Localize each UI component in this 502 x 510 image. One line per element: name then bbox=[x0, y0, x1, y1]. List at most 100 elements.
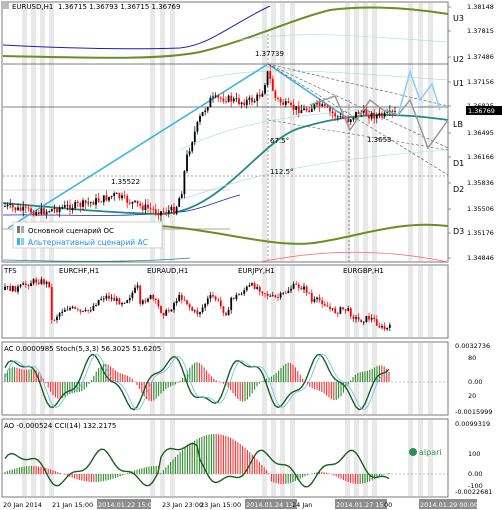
session-stripe bbox=[418, 420, 423, 496]
session-stripe bbox=[160, 420, 165, 496]
candle-body bbox=[19, 207, 22, 211]
candle-body bbox=[37, 211, 40, 215]
tfs-body bbox=[173, 303, 175, 310]
tfs-body bbox=[118, 298, 121, 305]
candle-body bbox=[180, 194, 183, 199]
tfs-body bbox=[35, 279, 38, 283]
candle-body bbox=[157, 213, 160, 216]
session-stripe bbox=[22, 266, 27, 337]
candle-body bbox=[188, 151, 191, 155]
tfs-label: TFS bbox=[3, 267, 17, 275]
fan-line bbox=[267, 63, 449, 107]
candle-body bbox=[165, 211, 168, 214]
tfs-body bbox=[79, 309, 82, 312]
legend-alt-swatch bbox=[17, 238, 20, 245]
tfs-sub-title-2: EURAUD,H1 bbox=[147, 267, 188, 275]
tfs-body bbox=[178, 294, 181, 302]
candle-body bbox=[74, 201, 77, 209]
session-stripe bbox=[354, 3, 359, 261]
candle-body bbox=[123, 195, 126, 197]
tfs-body bbox=[11, 286, 14, 292]
ao-session-stripes bbox=[22, 420, 433, 496]
candle-body bbox=[45, 211, 48, 215]
tfs-body bbox=[58, 313, 61, 317]
level-d2: D2 bbox=[453, 185, 464, 194]
symbol-header: EURUSD,H1 bbox=[12, 3, 53, 11]
candle-body bbox=[141, 205, 144, 211]
candle-body bbox=[147, 204, 149, 209]
tfs-sub-title-4: EURGBP,H1 bbox=[343, 267, 384, 275]
tfs-body bbox=[313, 299, 316, 302]
candle-body bbox=[271, 78, 274, 91]
candle-body bbox=[76, 201, 79, 204]
symbol-icon bbox=[1, 1, 9, 9]
candle-body bbox=[352, 117, 355, 120]
ao-tick-label: -0.0022681 bbox=[455, 488, 493, 496]
session-stripe bbox=[280, 266, 285, 337]
time-label-highlight bbox=[419, 499, 477, 509]
candle-body bbox=[193, 131, 196, 143]
candle-body bbox=[100, 201, 103, 203]
candle-body bbox=[40, 208, 43, 215]
time-label: 00 bbox=[384, 501, 392, 509]
candle-body bbox=[22, 206, 25, 211]
candle-body bbox=[84, 200, 87, 204]
price-tick-label: 1.35836 bbox=[467, 179, 494, 187]
alt-scenario-path bbox=[397, 69, 441, 116]
price-axis[interactable]: 1.381481.378151.374861.371561.368251.364… bbox=[448, 3, 494, 262]
tfs-body bbox=[30, 283, 32, 287]
session-stripe bbox=[372, 420, 377, 496]
ao-pane[interactable]: AO -0.000524 CCI(14) 132.2175 alpari 0.0… bbox=[1, 418, 493, 498]
time-label: 2014.01.22 15:00 bbox=[98, 501, 156, 509]
time-label: 2014.01.27 15:00 bbox=[336, 501, 394, 509]
tfs-body bbox=[238, 294, 240, 296]
ao-axis[interactable]: 0.0099319 100 0.00 -100-0.0022681 bbox=[455, 420, 493, 496]
candle-body bbox=[48, 211, 51, 213]
ac-pane[interactable]: AC 0.0000985 Stoch(5,3,3) 56.3025 51.620… bbox=[1, 341, 493, 416]
main-price-pane[interactable]: EURUSD,H1 1.36715 1.36793 1.36715 1.3676… bbox=[1, 1, 502, 263]
session-stripe bbox=[271, 3, 276, 261]
candle-body bbox=[355, 111, 357, 118]
candle-body bbox=[32, 212, 35, 216]
tfs-body bbox=[334, 308, 337, 314]
candle-body bbox=[375, 114, 378, 119]
session-stripe bbox=[150, 343, 155, 414]
ac-axis[interactable]: 0.0032736 80 0.00 20 -0.0015999 bbox=[455, 342, 493, 416]
candle-body bbox=[303, 108, 305, 111]
time-axis[interactable]: 20 Jan 2014 21 Jan 15:00 2014.01.22 15:00 2… bbox=[3, 499, 478, 509]
tfs-body bbox=[204, 303, 207, 308]
tfs-body bbox=[152, 295, 155, 299]
candle-body bbox=[167, 210, 170, 214]
level-d1: D1 bbox=[453, 159, 464, 168]
candle-body bbox=[63, 205, 66, 208]
tfs-body bbox=[349, 308, 352, 317]
candle-body bbox=[238, 98, 240, 105]
tfs-body bbox=[212, 295, 214, 297]
candle-body bbox=[9, 204, 12, 205]
tfs-body bbox=[48, 281, 51, 288]
tfs-body bbox=[245, 286, 248, 291]
candle-body bbox=[331, 111, 334, 114]
level-d3: D3 bbox=[453, 227, 464, 236]
session-stripe bbox=[408, 3, 413, 261]
tfs-body bbox=[310, 292, 313, 302]
candle-body bbox=[243, 102, 246, 106]
tfs-body bbox=[355, 317, 357, 319]
candle-body bbox=[87, 202, 90, 204]
candle-body bbox=[53, 208, 56, 210]
candle-body bbox=[136, 200, 139, 204]
candle-body bbox=[336, 116, 339, 118]
tfs-body bbox=[43, 279, 45, 284]
session-stripe bbox=[290, 420, 295, 496]
price-tick-label: 1.35176 bbox=[467, 229, 494, 237]
tfs-body bbox=[344, 309, 347, 311]
annotation-high: 1.37739 bbox=[255, 50, 284, 58]
candle-body bbox=[232, 98, 235, 102]
tfs-sub-title-1: EURCHF,H1 bbox=[59, 267, 99, 275]
tfs-pane[interactable]: TFS EURCHF,H1 EURAUD,H1 EURJPY,H1 EURGBP… bbox=[1, 264, 449, 339]
candle-body bbox=[196, 121, 199, 132]
session-stripe bbox=[40, 266, 45, 337]
tfs-body bbox=[71, 306, 74, 308]
tfs-body bbox=[251, 283, 253, 286]
